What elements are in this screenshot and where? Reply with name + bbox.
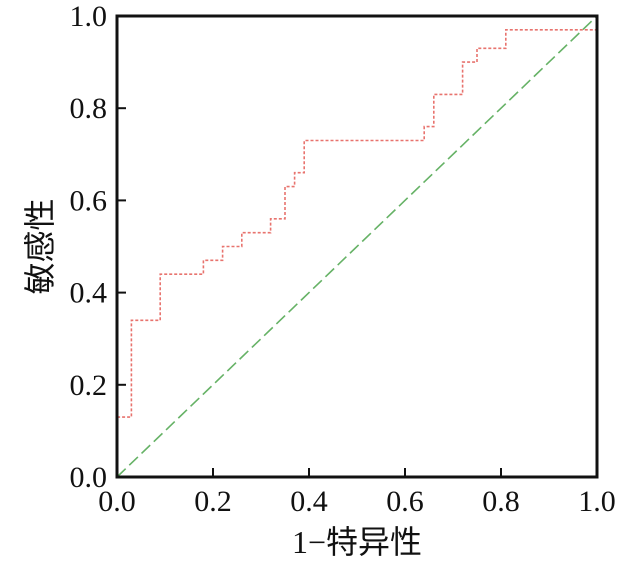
- x-tick-label: 0.6: [386, 485, 424, 518]
- y-tick-label: 0.2: [70, 369, 108, 402]
- x-tick-label: 0.2: [194, 485, 232, 518]
- curves-layer: [116, 15, 598, 478]
- tick-labels: 0.0 0.2 0.4 0.6 0.8 1.0 0.0 0.2 0.4 0.6 0.8 1.0: [70, 0, 616, 518]
- tick-marks: [116, 15, 598, 478]
- y-tick-label: 0.6: [70, 184, 108, 217]
- plot-frame: [115, 14, 599, 479]
- y-tick-label: 0.4: [70, 277, 108, 310]
- x-tick-label: 0.0: [98, 485, 136, 518]
- roc-curve-line: [116, 16, 598, 477]
- x-tick-label: 0.8: [482, 485, 520, 518]
- y-tick-label: 0.8: [70, 92, 108, 125]
- x-tick-label: 0.4: [290, 485, 328, 518]
- y-axis-title: 敏感性: [22, 198, 58, 294]
- x-tick-label: 1.0: [578, 485, 616, 518]
- reference-diagonal-line: [116, 15, 598, 478]
- x-axis-title: 1−特异性: [292, 524, 422, 560]
- y-tick-label: 0.0: [70, 461, 108, 494]
- y-tick-label: 1.0: [70, 0, 108, 33]
